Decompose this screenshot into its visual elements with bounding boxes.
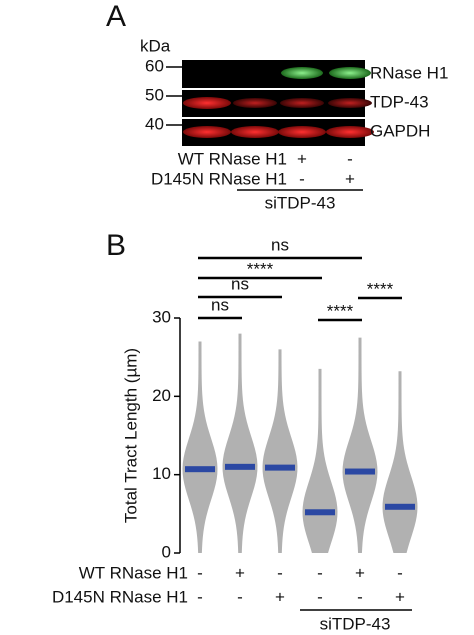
sign: - bbox=[317, 587, 323, 606]
row-label: D145N RNase H1 bbox=[52, 587, 188, 606]
point-cloud bbox=[262, 349, 298, 553]
mean-bar bbox=[385, 503, 415, 510]
point-cloud bbox=[342, 337, 378, 553]
significance: **** bbox=[367, 279, 394, 298]
y-tick-label: 10 bbox=[152, 464, 171, 483]
band-label: GAPDH bbox=[370, 121, 430, 140]
sign: + bbox=[395, 587, 405, 606]
mean-bar bbox=[185, 466, 215, 473]
sign: - bbox=[197, 587, 203, 606]
significance: **** bbox=[327, 301, 354, 320]
row-label: WT RNase H1 bbox=[79, 563, 188, 582]
mean-bar bbox=[345, 468, 375, 475]
sign: - bbox=[277, 563, 283, 582]
sign: - bbox=[347, 149, 353, 168]
sign: - bbox=[299, 169, 305, 188]
sign: - bbox=[317, 563, 323, 582]
group-label: siTDP-43 bbox=[320, 614, 391, 633]
sign: + bbox=[355, 563, 365, 582]
group-label: siTDP-43 bbox=[265, 193, 336, 212]
unit: kDa bbox=[140, 36, 171, 55]
point-cloud bbox=[182, 341, 218, 553]
blot bbox=[182, 60, 374, 146]
mean-bar bbox=[265, 464, 295, 471]
significance: ns bbox=[271, 235, 289, 254]
marker-label: 40 bbox=[145, 114, 164, 133]
sign: - bbox=[397, 563, 403, 582]
sign: - bbox=[197, 563, 203, 582]
y-tick-label: 0 bbox=[162, 542, 171, 561]
panel-label: B bbox=[106, 229, 126, 262]
significance: ns bbox=[211, 295, 229, 314]
sign: - bbox=[237, 587, 243, 606]
row-label: D145N RNase H1 bbox=[151, 169, 287, 188]
y-tick-label: 30 bbox=[152, 307, 171, 326]
point-cloud bbox=[382, 371, 418, 553]
sign: + bbox=[275, 587, 285, 606]
y-tick-label: 20 bbox=[152, 386, 171, 405]
marker-label: 50 bbox=[145, 85, 164, 104]
sign: + bbox=[345, 169, 355, 188]
point-cloud bbox=[302, 368, 338, 553]
row-label: WT RNase H1 bbox=[178, 149, 287, 168]
band-label: TDP-43 bbox=[370, 92, 429, 111]
mean-bar bbox=[225, 463, 255, 470]
sign: + bbox=[235, 563, 245, 582]
point-cloud bbox=[222, 333, 258, 553]
significance: **** bbox=[247, 259, 274, 278]
sign: - bbox=[357, 587, 363, 606]
sign: + bbox=[297, 149, 307, 168]
panel-label: A bbox=[106, 0, 126, 33]
band-label: RNase H1 bbox=[370, 63, 448, 82]
y-axis-label: Total Tract Length (µm) bbox=[121, 348, 140, 523]
mean-bar bbox=[305, 509, 335, 516]
marker-label: 60 bbox=[145, 56, 164, 75]
